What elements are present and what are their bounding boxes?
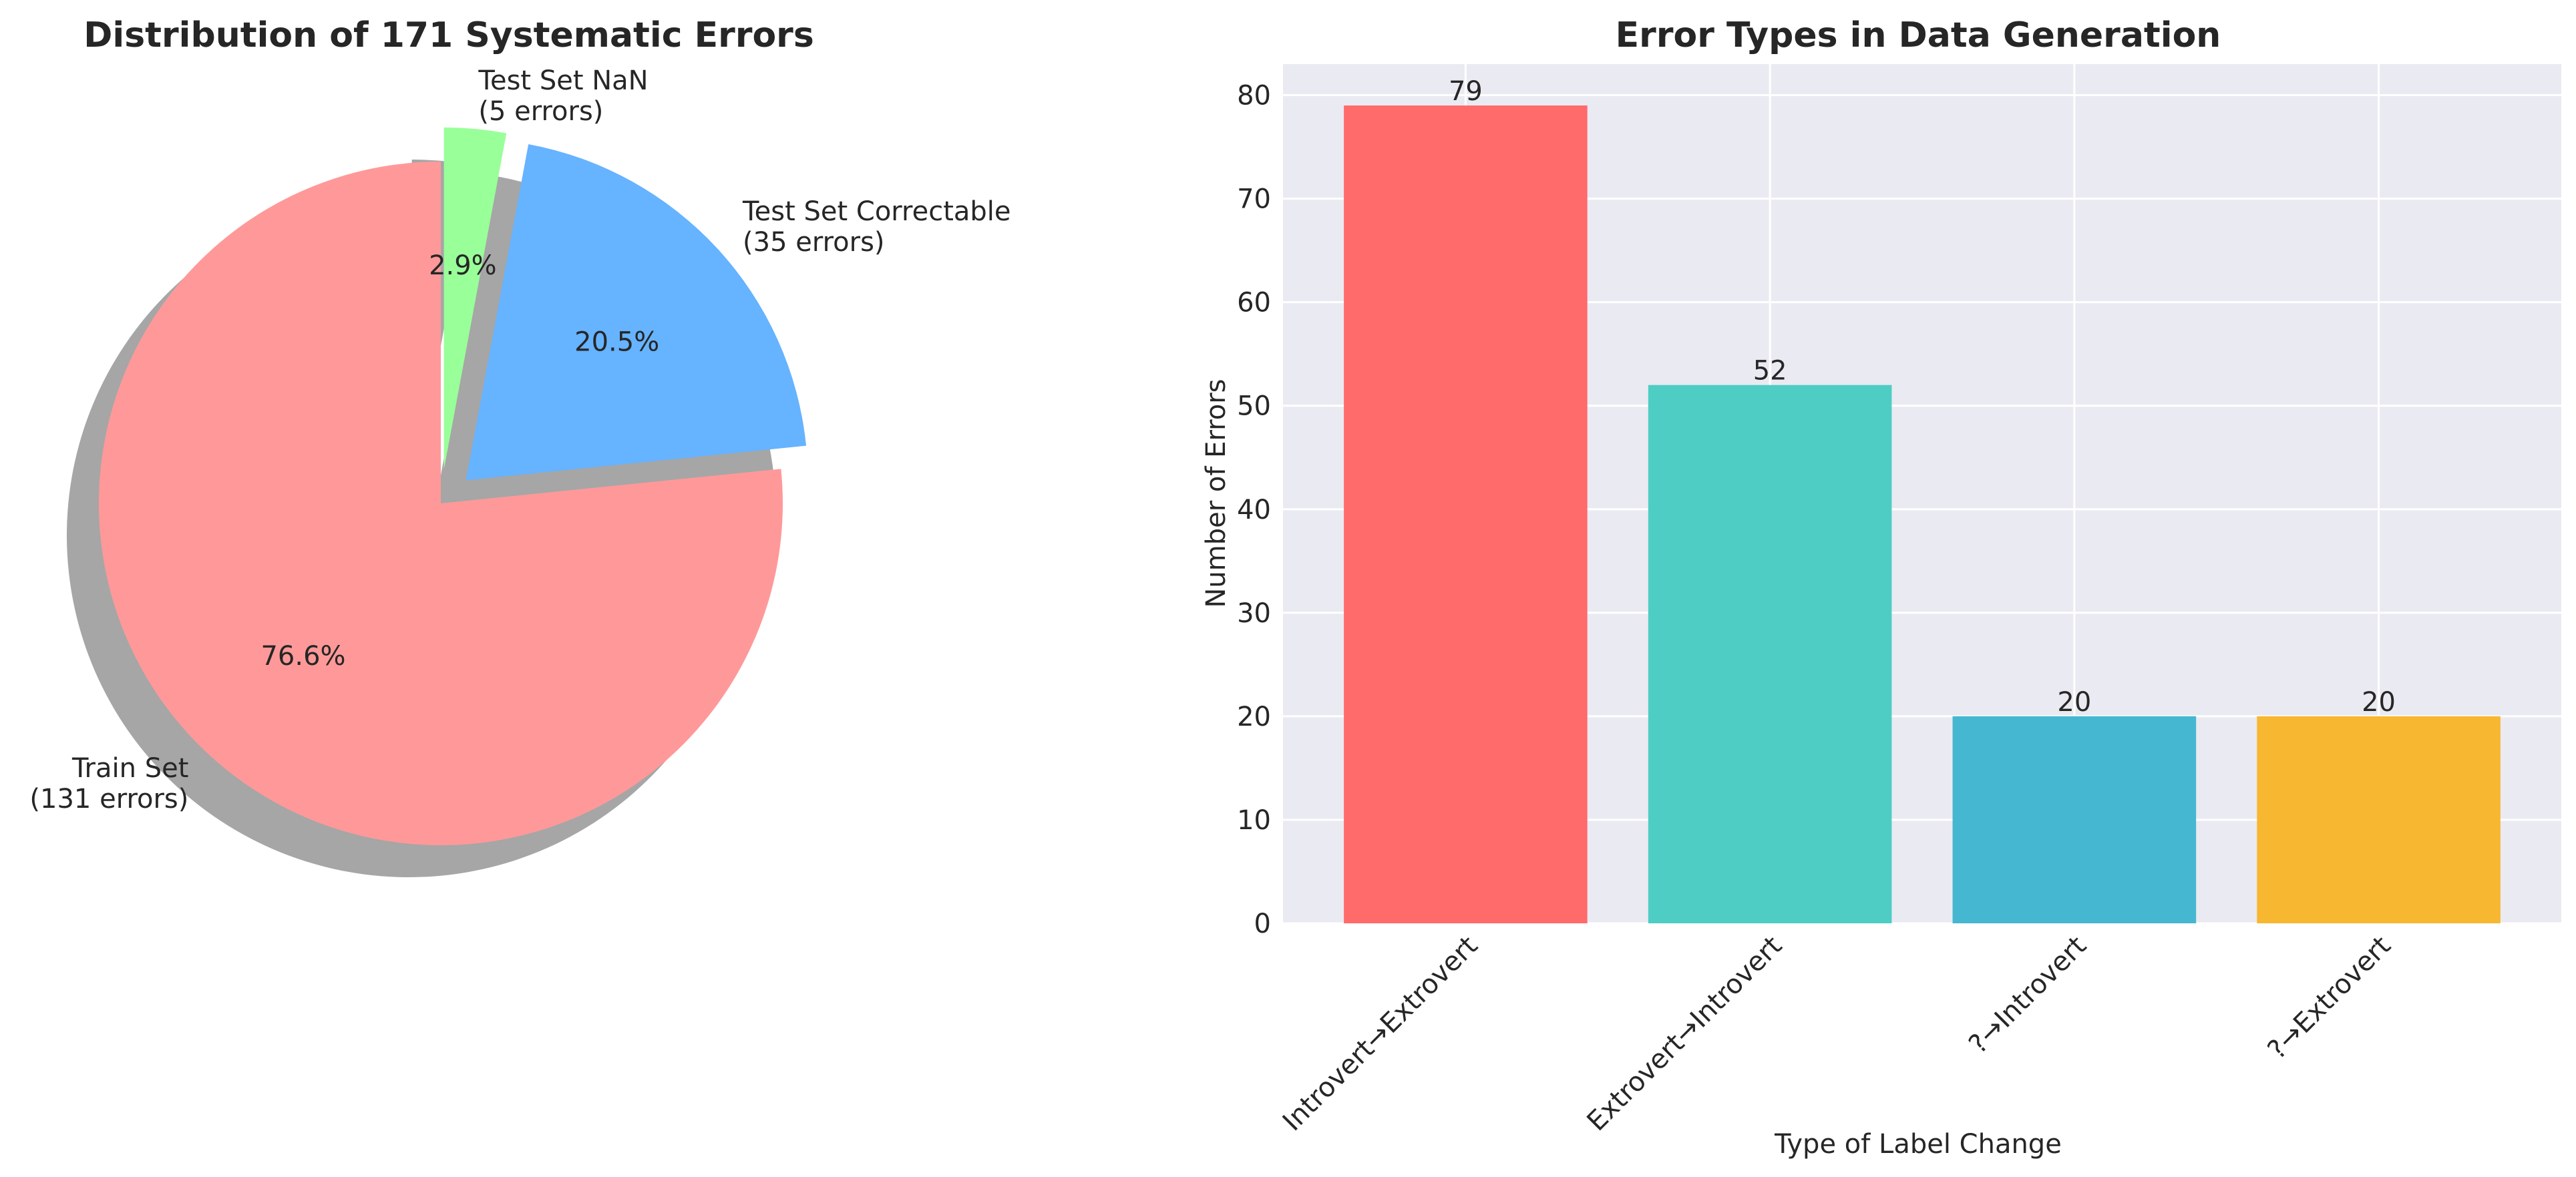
bar-y-axis-label: Number of Errors bbox=[1201, 379, 1232, 608]
bar-0 bbox=[1344, 105, 1588, 924]
pie-pct-label: 2.9% bbox=[429, 250, 497, 281]
bar-chart-title: Error Types in Data Generation bbox=[1616, 15, 2221, 55]
y-tick-label: 70 bbox=[1237, 184, 1271, 215]
bar-value-label: 20 bbox=[2057, 687, 2091, 718]
bar-rect-layer bbox=[1344, 105, 2501, 924]
pie-slice-train-set bbox=[99, 162, 783, 845]
pie-chart-title: Distribution of 171 Systematic Errors bbox=[83, 15, 814, 55]
pie-slice-label: Test Set NaN (5 errors) bbox=[478, 65, 648, 127]
bar-chart: Error Types in Data Generation 0 10 20 30 40… bbox=[1201, 15, 2561, 1160]
x-tick-label: ?→Extrovert bbox=[2262, 931, 2397, 1066]
pie-slice-test-set-correctable bbox=[466, 144, 807, 481]
y-tick-label: 40 bbox=[1237, 495, 1271, 525]
y-tick-label: 0 bbox=[1254, 909, 1271, 939]
bar-value-label: 52 bbox=[1753, 356, 1787, 387]
y-tick-label: 30 bbox=[1237, 598, 1271, 629]
y-tick-label: 50 bbox=[1237, 391, 1271, 422]
bar-3 bbox=[2257, 716, 2501, 923]
pie-pct-label: 76.6% bbox=[260, 641, 345, 672]
pie-label-layer: 76.6% Train Set (131 errors) 20.5% Test Set … bbox=[29, 65, 1010, 814]
y-tick-label: 10 bbox=[1237, 805, 1271, 836]
bar-2 bbox=[1952, 716, 2197, 923]
y-tick-label: 20 bbox=[1237, 702, 1271, 732]
x-tick-label: ?→Introvert bbox=[1963, 931, 2092, 1060]
pie-pct-label: 20.5% bbox=[574, 326, 659, 357]
bar-1 bbox=[1648, 385, 1892, 923]
y-tick-label: 80 bbox=[1237, 81, 1271, 111]
pie-slice-test-set-nan bbox=[443, 128, 507, 470]
pie-slice-label: Train Set (131 errors) bbox=[29, 753, 188, 814]
pie-slice-layer bbox=[99, 128, 807, 845]
x-tick-label: Introvert→Extrovert bbox=[1277, 931, 1484, 1138]
pie-chart: Distribution of 171 Systematic Errors 76… bbox=[29, 15, 1011, 877]
x-tick-label: Extrovert→Introvert bbox=[1582, 931, 1789, 1138]
pie-slice-label: Test Set Correctable (35 errors) bbox=[742, 196, 1011, 258]
bar-value-label: 20 bbox=[2362, 687, 2396, 718]
bar-value-label: 79 bbox=[1449, 76, 1483, 107]
bar-x-axis-label: Type of Label Change bbox=[1774, 1129, 2062, 1160]
y-tick-label: 60 bbox=[1237, 288, 1271, 318]
